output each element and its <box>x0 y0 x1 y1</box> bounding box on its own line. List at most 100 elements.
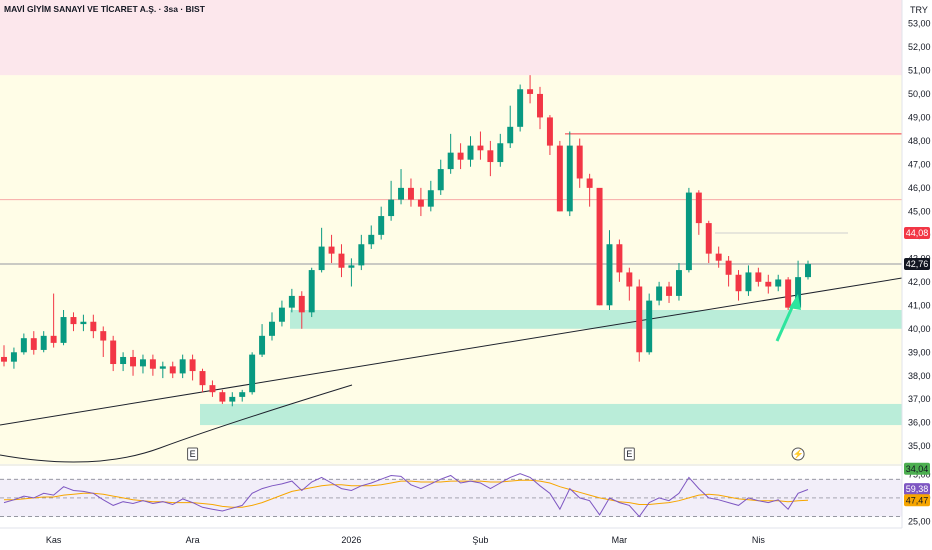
candle-body <box>298 295 305 313</box>
price-tick: 38,00 <box>908 371 931 381</box>
time-tick: Mar <box>612 535 628 545</box>
candle-body <box>179 359 186 374</box>
candle-body <box>378 216 385 235</box>
candle-body <box>805 263 811 278</box>
price-tick: 40,00 <box>908 324 931 334</box>
price-axis <box>902 0 932 550</box>
curved-trendline[interactable] <box>0 384 353 463</box>
time-tick: Nis <box>752 535 765 545</box>
candle-body <box>695 192 702 224</box>
earnings-marker <box>187 447 199 461</box>
price-tick: 35,00 <box>908 441 931 451</box>
time-axis <box>0 528 902 550</box>
candle-body <box>457 152 464 160</box>
candle-body <box>795 277 802 308</box>
candle-body <box>90 321 97 332</box>
price-tick: 36,00 <box>908 418 931 428</box>
time-tick: Ara <box>186 535 200 545</box>
candle-body <box>149 359 156 369</box>
candle-body <box>576 145 583 179</box>
price-label: 42,76 <box>906 259 929 269</box>
candle-body <box>407 187 414 200</box>
candle-body <box>675 270 682 296</box>
candle-body <box>110 340 117 365</box>
arrow-annotation[interactable] <box>775 294 801 342</box>
candle-body <box>705 223 712 254</box>
price-tick: 47,00 <box>908 159 931 169</box>
candle-body <box>745 272 752 292</box>
candle-body <box>50 335 57 343</box>
candle-body <box>199 371 206 386</box>
candle-body <box>249 354 256 393</box>
candle-body <box>487 150 494 163</box>
candle-body <box>527 89 534 94</box>
candle-body <box>338 253 345 268</box>
candle-body <box>626 272 633 287</box>
candle-body <box>388 199 395 217</box>
candle-body <box>497 143 504 163</box>
candle-body <box>467 145 474 160</box>
candle-body <box>447 152 454 170</box>
candle-body <box>229 396 236 402</box>
candle-body <box>725 260 732 275</box>
zone-rect <box>290 310 902 329</box>
candle-body <box>566 145 573 212</box>
candle-body <box>120 356 127 365</box>
price-tick: 49,00 <box>908 112 931 122</box>
candle-body <box>139 359 146 367</box>
time-tick: Kas <box>46 535 62 545</box>
price-tick: 39,00 <box>908 347 931 357</box>
candle-body <box>159 366 166 369</box>
candle-body <box>537 93 543 118</box>
rsi-value-label: 59,38 <box>906 484 929 494</box>
price-tick: 48,00 <box>908 136 931 146</box>
time-axis-labels: Kas Ara 2026 Şub Mar Nis <box>46 535 765 545</box>
arrow-shaft <box>775 302 796 342</box>
candle-body <box>358 244 365 266</box>
time-tick: Şub <box>472 535 488 545</box>
candle-body <box>735 274 742 292</box>
rsi-value-label-bg <box>904 483 930 496</box>
candle-body <box>517 89 524 127</box>
candle-body <box>169 366 176 374</box>
candle-body <box>417 199 424 207</box>
candle-body <box>596 187 603 306</box>
candle-body <box>288 295 295 308</box>
candle-body <box>755 272 762 282</box>
candle-body <box>100 331 107 341</box>
price-label-bg <box>904 257 930 270</box>
currency-label: TRY <box>910 5 928 15</box>
candle-body <box>10 352 17 362</box>
rsi-ma-label-bg <box>904 494 930 507</box>
candle-body <box>80 321 87 325</box>
rsi-tick: 25,00 <box>908 516 931 526</box>
candle-body <box>40 335 47 350</box>
markers-layer: E E ⚡ <box>187 447 805 461</box>
price-label-bg <box>904 462 930 475</box>
price-tick: 42,00 <box>908 277 931 287</box>
candle-body <box>209 385 216 393</box>
marker-label: ⚡ <box>792 448 803 460</box>
price-label: 44,08 <box>906 228 929 238</box>
rsi-layer <box>0 473 902 518</box>
candle-body <box>586 178 593 188</box>
candle-body <box>318 246 325 271</box>
chart-title: MAVİ GİYİM SANAYİ VE TİCARET A.Ş. · 3sa … <box>4 4 206 14</box>
price-label-bg <box>904 226 930 239</box>
price-tick: 46,00 <box>908 183 931 193</box>
candle-body <box>398 187 405 200</box>
candle-body <box>437 169 444 191</box>
candle-body <box>348 265 355 268</box>
candle-body <box>130 356 137 367</box>
price-label: 34,04 <box>906 464 929 474</box>
arrow-head <box>789 294 801 310</box>
candle-body <box>219 392 226 402</box>
ascending-trendline[interactable] <box>0 277 903 426</box>
candle-body <box>189 359 196 372</box>
marker-label: E <box>190 449 196 459</box>
candle-body <box>427 190 434 207</box>
candle-body <box>556 145 563 212</box>
zone-rect <box>200 403 902 426</box>
